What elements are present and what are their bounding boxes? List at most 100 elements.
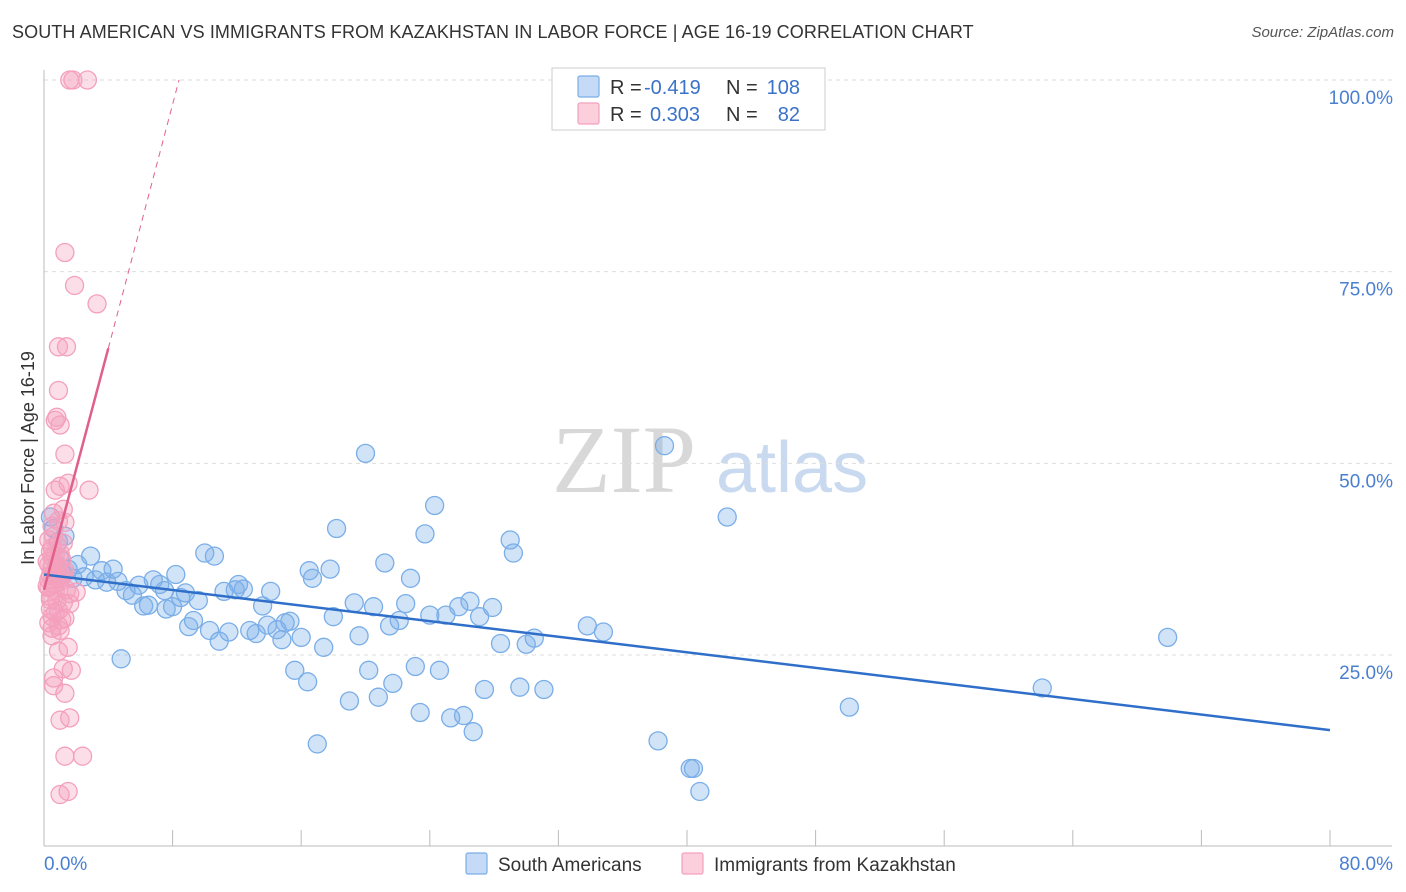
correlation-legend: R = -0.419 N = 108 R = 0.303 N = 82: [551, 67, 826, 131]
south-american-point-8: [80, 546, 101, 566]
south-american-point-93: [534, 679, 554, 700]
legend-r-value-1: -0.419: [644, 77, 701, 99]
x-tick-label-min: 0.0%: [44, 854, 87, 875]
south-american-point-102: [839, 697, 860, 717]
south-american-point-57: [323, 607, 344, 627]
south-american-point-71: [400, 568, 421, 588]
south-american-point-44: [261, 581, 281, 602]
south-american-point-36: [219, 622, 239, 642]
south-american-point-60: [344, 593, 364, 613]
south-american-point-46: [272, 630, 292, 650]
south-american-point-76: [424, 495, 445, 516]
south-american-point-86: [482, 597, 503, 618]
legend-n-label-1: N =: [726, 77, 758, 99]
south-american-point-30: [188, 590, 208, 611]
kazakhstan-point-5: [87, 294, 107, 314]
kazakhstan-point-62: [55, 746, 75, 766]
kazakhstan-point-73: [45, 603, 65, 623]
legend-swatch-kazakhstan: [577, 102, 600, 125]
south-american-point-29: [183, 610, 204, 631]
kazakhstan-point-11: [45, 410, 65, 431]
series-legend-kazakhstan: Immigrants from Kazakhstan: [714, 855, 956, 876]
series-legend-swatch-south-americans: [465, 852, 488, 875]
south-american-point-104: [1157, 627, 1178, 648]
south-american-point-87: [490, 633, 511, 654]
chart-title: SOUTH AMERICAN VS IMMIGRANTS FROM KAZAKH…: [12, 22, 974, 42]
south-american-point-48: [280, 611, 300, 631]
watermark-atlas: atlas: [716, 428, 868, 508]
south-american-point-100: [690, 781, 710, 802]
y-tick-label-3: 100.0%: [1329, 88, 1394, 109]
south-american-point-19: [138, 595, 159, 615]
south-american-point-70: [396, 593, 416, 614]
kazakhstan-point-3: [55, 242, 75, 263]
kazakhstan-point-56: [61, 660, 81, 680]
kazakhstan-point-61: [60, 708, 80, 728]
south-american-point-95: [593, 622, 614, 642]
south-american-point-103: [1032, 678, 1052, 698]
south-american-point-97: [654, 436, 675, 456]
kazakhstan-point-2: [77, 70, 98, 90]
south-american-point-77: [429, 660, 450, 680]
south-american-point-101: [717, 507, 737, 527]
kazakhstan-point-1: [63, 70, 83, 90]
kazakhstan-point-4: [64, 275, 85, 296]
y-axis-label: In Labor Force | Age 16-19: [18, 351, 38, 565]
south-american-point-64: [363, 597, 384, 617]
legend-r-label-2: R =: [610, 104, 642, 126]
south-american-point-12: [103, 559, 123, 579]
south-american-point-85: [474, 679, 495, 700]
kazakhstan-trend-extension: [107, 79, 180, 349]
series-legend-south-americans: South Americans: [498, 855, 642, 876]
legend-r-value-2: 0.303: [650, 104, 700, 126]
legend-n-label-2: N =: [726, 104, 758, 126]
legend-n-value-1: 108: [767, 77, 800, 99]
kazakhstan-point-65: [58, 781, 78, 802]
south-american-point-94: [577, 616, 597, 636]
south-american-point-53: [299, 561, 319, 581]
axes: [43, 70, 1392, 847]
kazakhstan-point-12: [55, 444, 75, 464]
south-american-point-14: [111, 649, 131, 669]
grid-lines: [44, 79, 1392, 656]
south-american-point-54: [307, 734, 327, 754]
x-tick-label-max: 80.0%: [1339, 854, 1393, 875]
legend-swatch-south-americans: [577, 75, 600, 98]
south-americans-trend-line: [43, 573, 1331, 732]
y-tick-label-0: 25.0%: [1339, 663, 1393, 684]
watermark-zip: ZIP: [552, 406, 696, 513]
kazakhstan-trend-line: [42, 348, 110, 591]
kazakhstan-point-63: [72, 746, 93, 766]
series-legend: South Americans Immigrants from Kazakhst…: [465, 852, 956, 876]
south-american-point-51: [297, 672, 318, 692]
y-tick-label-2: 75.0%: [1339, 280, 1393, 301]
south-american-point-82: [460, 591, 480, 611]
south-american-point-50: [291, 627, 311, 648]
south-american-point-62: [355, 443, 376, 464]
south-american-point-80: [449, 597, 469, 617]
y-tick-label-1: 50.0%: [1339, 471, 1393, 492]
series-legend-swatch-kazakhstan: [681, 852, 704, 875]
kazakhstan-point-59: [55, 683, 75, 703]
kazakhstan-point-54: [48, 641, 69, 661]
trend-lines: [42, 79, 1331, 732]
south-american-point-83: [463, 722, 483, 742]
kazakhstan-point-53: [58, 637, 78, 657]
south-american-point-39: [233, 579, 253, 599]
south-american-point-63: [359, 660, 379, 680]
south-american-point-65: [368, 687, 389, 707]
kazakhstan-point-8: [48, 380, 69, 401]
south-american-point-55: [314, 637, 334, 657]
south-american-point-25: [166, 564, 186, 585]
south-american-point-73: [410, 702, 430, 723]
south-american-point-33: [204, 546, 225, 566]
south-american-point-32: [199, 620, 220, 641]
south-american-point-66: [375, 553, 395, 573]
south-american-point-74: [415, 524, 435, 544]
kazakhstan-point-57: [43, 668, 64, 688]
south-american-point-90: [510, 677, 530, 697]
south-american-point-99: [683, 758, 704, 779]
south-american-point-89: [503, 543, 524, 563]
south-american-point-59: [339, 691, 360, 711]
legend-n-value-2: 82: [778, 104, 800, 126]
